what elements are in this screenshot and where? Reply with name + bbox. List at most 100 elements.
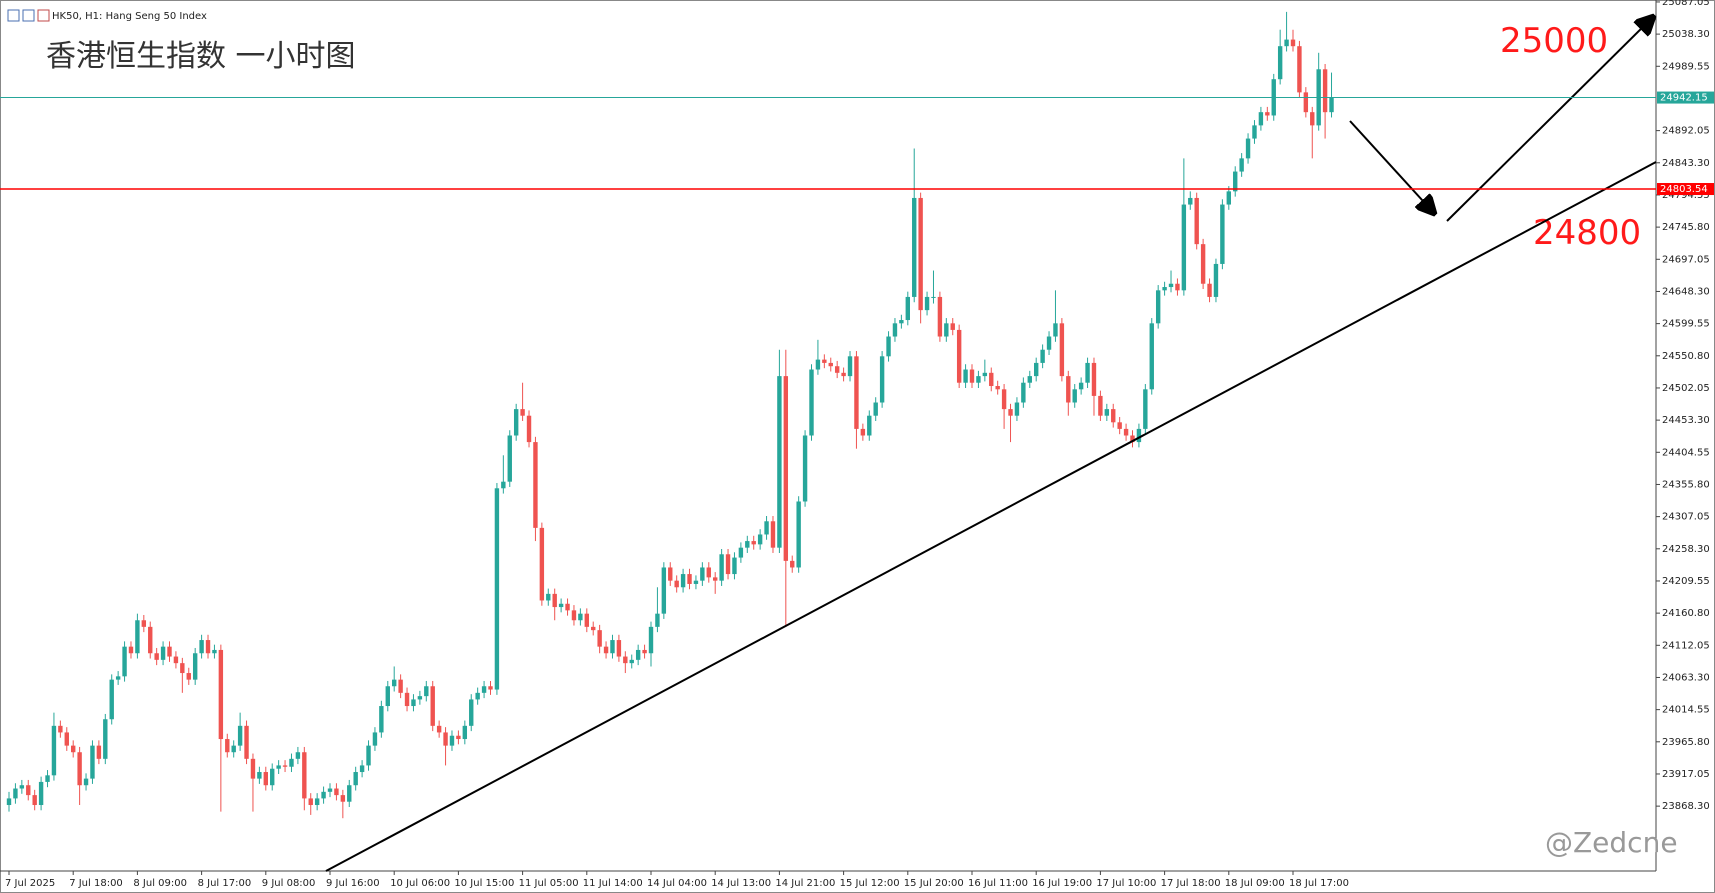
candle-body — [218, 649, 224, 740]
candle-body — [436, 725, 442, 733]
candle-body — [302, 752, 307, 799]
candle-body — [1329, 97, 1334, 113]
y-tick-label: 23868.30 — [1662, 801, 1710, 812]
candle-body — [456, 735, 461, 740]
candle-body — [507, 435, 512, 482]
candle-body — [764, 521, 769, 535]
candle-body — [674, 580, 679, 588]
candle-body — [995, 386, 1000, 390]
candle-body — [693, 580, 699, 584]
candle-body — [1034, 362, 1039, 377]
candle-body — [1155, 290, 1161, 324]
candle-body — [918, 197, 923, 311]
candle-body — [834, 366, 840, 373]
candle-body — [475, 692, 480, 700]
candle-body — [770, 521, 776, 548]
candle-body — [1162, 287, 1167, 291]
candle-body — [892, 323, 898, 337]
candle-body — [976, 376, 981, 383]
candle-body — [148, 626, 153, 654]
candle-body — [668, 567, 673, 581]
candle-body — [469, 699, 474, 726]
y-tick-label: 24112.05 — [1662, 640, 1710, 651]
candle-body — [443, 732, 448, 746]
candle-body — [115, 676, 121, 680]
candle-body — [141, 620, 147, 627]
y-tick-label: 24453.30 — [1662, 415, 1710, 426]
candle-body — [83, 778, 89, 786]
x-tick-label: 14 Jul 04:00 — [647, 878, 707, 889]
x-tick-label: 11 Jul 05:00 — [519, 878, 579, 889]
candle-body — [1136, 428, 1142, 443]
candle-body — [899, 320, 904, 324]
y-tick-label: 24307.05 — [1662, 512, 1710, 523]
candle-body — [314, 798, 320, 806]
candle-body — [828, 362, 833, 367]
candle-body — [719, 554, 724, 581]
candle-body — [1226, 191, 1231, 205]
candle-body — [713, 577, 718, 581]
candle-body — [308, 798, 313, 806]
drawings — [325, 18, 1657, 872]
candle-body — [392, 679, 397, 687]
candle-body — [1085, 362, 1090, 383]
candle-body — [610, 640, 615, 654]
candle-body — [745, 541, 750, 548]
candle-body — [539, 527, 545, 601]
candle-body — [1220, 204, 1225, 264]
x-tick-label: 17 Jul 18:00 — [1161, 878, 1221, 889]
candle-body — [1143, 389, 1148, 429]
candle-body — [1252, 125, 1257, 139]
candle-body — [379, 706, 384, 733]
y-tick-label: 24014.55 — [1662, 705, 1710, 716]
candle-body — [751, 541, 756, 545]
candle-body — [128, 646, 134, 654]
level-tag — [1657, 91, 1714, 104]
candle-body — [982, 372, 988, 377]
candle-body — [790, 560, 795, 568]
candle-body — [327, 788, 333, 792]
candle-body — [860, 428, 866, 436]
candle-body — [1123, 428, 1129, 436]
candle-body — [32, 795, 37, 806]
candle-body — [809, 369, 814, 436]
x-tick-label: 18 Jul 17:00 — [1289, 878, 1349, 889]
arrow — [1446, 18, 1652, 222]
candle-body — [212, 649, 217, 654]
candle-body — [103, 719, 108, 759]
trend-line — [325, 161, 1657, 872]
y-tick-label: 24794.55 — [1662, 190, 1710, 201]
y-tick-label: 23965.80 — [1662, 737, 1710, 748]
candle-body — [944, 323, 949, 337]
candle-body — [90, 745, 95, 779]
x-tick-label: 16 Jul 19:00 — [1032, 878, 1092, 889]
candle-body — [546, 593, 551, 601]
candle-body — [558, 603, 564, 608]
candle-body — [796, 501, 801, 568]
y-tick-label: 24209.55 — [1662, 576, 1710, 587]
level-label: 24942.15 — [1660, 93, 1708, 104]
candle-body — [321, 791, 326, 799]
candle-body — [1008, 409, 1013, 416]
annotation: 24800 — [1533, 213, 1641, 253]
candle-body — [488, 686, 493, 690]
candle-body — [347, 785, 352, 802]
candle-body — [96, 745, 102, 759]
x-tick-label: 14 Jul 21:00 — [775, 878, 835, 889]
y-tick-label: 23917.05 — [1662, 769, 1710, 780]
candle-body — [1021, 382, 1026, 403]
candle-body — [520, 409, 525, 416]
candle-body — [404, 692, 410, 707]
y-tick-label: 24550.80 — [1662, 351, 1710, 362]
candle-body — [533, 442, 538, 528]
candle-body — [1213, 263, 1219, 297]
y-tick-label: 24404.55 — [1662, 447, 1710, 458]
x-tick-label: 15 Jul 20:00 — [904, 878, 964, 889]
candle-body — [295, 752, 301, 759]
candle-body — [430, 686, 435, 726]
candle-body — [244, 725, 249, 759]
candle-body — [366, 745, 371, 766]
x-tick-label: 9 Jul 16:00 — [326, 878, 380, 889]
x-tick-label: 17 Jul 10:00 — [1096, 878, 1156, 889]
candle-body — [1303, 92, 1309, 113]
